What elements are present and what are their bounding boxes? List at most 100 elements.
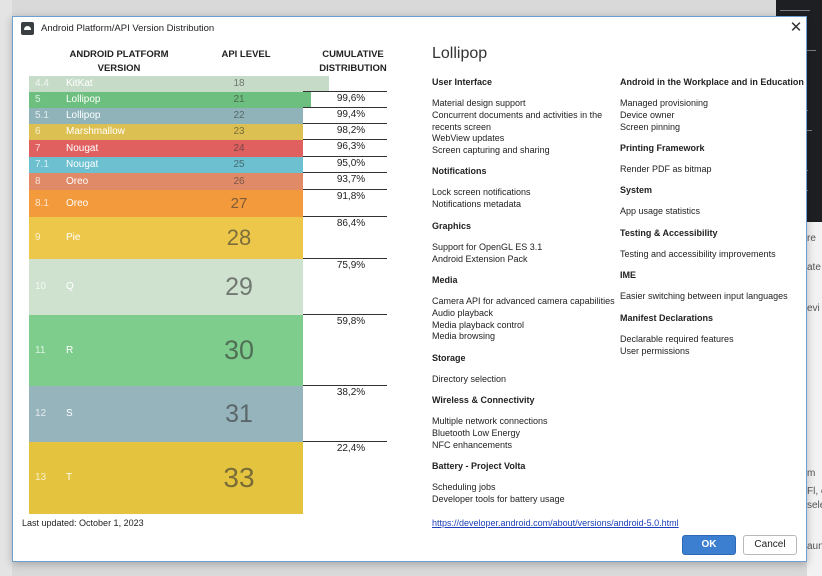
- android-studio-icon: [21, 22, 34, 35]
- version-number: 7.1: [35, 159, 49, 170]
- ok-button[interactable]: OK: [682, 535, 736, 555]
- version-codename: T: [66, 472, 73, 483]
- version-row-11[interactable]: 11 R 30 59,8%: [29, 314, 387, 386]
- api-level-value: 24: [233, 142, 245, 154]
- cumulative-divider: [303, 385, 387, 386]
- feature-item: Media playback control: [432, 319, 525, 330]
- version-bar: [29, 140, 303, 157]
- section-heading: User Interface: [432, 77, 493, 87]
- feature-item: Developer tools for battery usage: [432, 493, 565, 504]
- version-bar: [29, 386, 303, 442]
- version-bar: [29, 442, 303, 514]
- version-row-7-1[interactable]: 7.1 Nougat 25 95,0%: [29, 156, 387, 173]
- version-codename: Q: [66, 281, 74, 292]
- background-window-left: [0, 0, 12, 576]
- api-level-value: 23: [233, 126, 245, 138]
- feature-item: Testing and accessibility improvements: [620, 249, 776, 259]
- cumulative-divider: [303, 156, 387, 157]
- version-row-7[interactable]: 7 Nougat 24 96,3%: [29, 139, 387, 157]
- cumulative-divider: [303, 139, 387, 140]
- feature-item: Audio playback: [432, 307, 494, 318]
- version-codename: Pie: [66, 232, 81, 243]
- background-text-fragment: sele: [807, 500, 822, 511]
- version-number: 11: [35, 344, 46, 356]
- section-heading: Testing & Accessibility: [620, 228, 718, 238]
- header-platform-version: ANDROID PLATFORM VERSION: [69, 49, 169, 74]
- feature-item: Render PDF as bitmap: [620, 164, 712, 174]
- header-cumulative-distribution: CUMULATIVE DISTRIBUTION: [319, 49, 387, 74]
- feature-item: Media browsing: [432, 331, 496, 342]
- api-level-value: 21: [233, 94, 245, 106]
- header-api-level: API LEVEL: [221, 49, 271, 60]
- cumulative-divider: [303, 258, 387, 259]
- background-text-fragment: evi: [807, 303, 820, 314]
- cumulative-divider: [303, 441, 387, 442]
- section-heading: Notifications: [432, 166, 487, 176]
- version-row-10[interactable]: 10 Q 29 75,9%: [29, 258, 387, 315]
- version-number: 9: [35, 232, 41, 243]
- section-heading: Wireless & Connectivity: [432, 395, 535, 405]
- feature-item: Screen pinning: [620, 121, 681, 132]
- version-codename: Lollipop: [66, 110, 101, 121]
- version-codename: Marshmallow: [66, 126, 125, 137]
- version-row-8[interactable]: 8 Oreo 26 93,7%: [29, 172, 387, 190]
- feature-item: Notifications metadata: [432, 198, 522, 209]
- close-button[interactable]: ✕: [789, 19, 803, 36]
- section-heading: Storage: [432, 353, 466, 363]
- version-codename: S: [66, 408, 73, 419]
- version-bar: [29, 315, 303, 386]
- version-number: 10: [35, 281, 47, 292]
- api-level-value: 28: [226, 225, 252, 251]
- version-number: 5.1: [35, 110, 49, 121]
- feature-item: Scheduling jobs: [432, 482, 496, 492]
- background-text-fragment: aun: [807, 541, 822, 552]
- cumulative-percent: 86,4%: [336, 218, 366, 229]
- cumulative-percent: 75,9%: [336, 260, 366, 271]
- version-distribution-dialog: Android Platform/API Version Distributio…: [12, 16, 807, 562]
- version-number: 4.4: [35, 78, 49, 89]
- cumulative-percent: 91,8%: [336, 191, 366, 202]
- version-row-9[interactable]: 9 Pie 28 86,4%: [29, 216, 387, 259]
- api-level-value: 31: [225, 399, 253, 428]
- feature-item: Material design support: [432, 98, 526, 108]
- version-row-6[interactable]: 6 Marshmallow 23 98,2%: [29, 123, 387, 140]
- cumulative-divider: [303, 107, 387, 108]
- background-text-fragment: m: [807, 468, 816, 479]
- feature-item: App usage statistics: [620, 206, 701, 216]
- feature-item: Support for OpenGL ES 3.1: [432, 242, 543, 252]
- version-row-13[interactable]: 13 T 33 22,4%: [29, 441, 387, 514]
- feature-item: Device owner: [620, 109, 675, 120]
- dialog-title: Android Platform/API Version Distributio…: [41, 23, 215, 34]
- cumulative-percent: 38,2%: [336, 387, 366, 398]
- cumulative-divider: [303, 216, 387, 217]
- version-bar: [29, 157, 303, 173]
- version-number: 6: [35, 126, 41, 137]
- feature-item: NFC enhancements: [432, 439, 513, 450]
- version-row-12[interactable]: 12 S 31 38,2%: [29, 385, 387, 442]
- cumulative-percent: 93,7%: [336, 174, 366, 185]
- last-updated-text: Last updated: October 1, 2023: [22, 518, 144, 528]
- version-bar: [29, 92, 311, 108]
- version-bar: [29, 217, 303, 259]
- version-codename: Lollipop: [66, 94, 101, 105]
- version-bar: [29, 108, 303, 124]
- version-row-8-1[interactable]: 8.1 Oreo 27 91,8%: [29, 189, 387, 217]
- section-heading: System: [620, 185, 653, 195]
- version-row-4-4[interactable]: 4.4 KitKat 18: [29, 76, 329, 92]
- feature-item: Camera API for advanced camera capabilit…: [432, 296, 615, 306]
- feature-item: Multiple network connections: [432, 416, 548, 426]
- api-level-value: 26: [233, 175, 245, 187]
- documentation-link[interactable]: https://developer.android.com/about/vers…: [432, 518, 679, 528]
- version-row-5-1[interactable]: 5.1 Lollipop 22 99,4%: [29, 107, 387, 124]
- feature-item: Easier switching between input languages: [620, 291, 788, 301]
- cumulative-percent: 59,8%: [336, 316, 366, 327]
- version-row-5[interactable]: 5 Lollipop 21 99,6%: [29, 91, 387, 108]
- feature-item: WebView updates: [432, 133, 505, 144]
- feature-item: Concurrent documents and activities in t…: [432, 109, 603, 120]
- cancel-button[interactable]: Cancel: [743, 535, 797, 555]
- feature-item: Lock screen notifications: [432, 187, 531, 197]
- api-level-value: 18: [233, 78, 245, 90]
- cumulative-percent: 99,4%: [336, 109, 366, 120]
- section-heading: Battery - Project Volta: [432, 461, 526, 471]
- feature-item: Managed provisioning: [620, 98, 709, 108]
